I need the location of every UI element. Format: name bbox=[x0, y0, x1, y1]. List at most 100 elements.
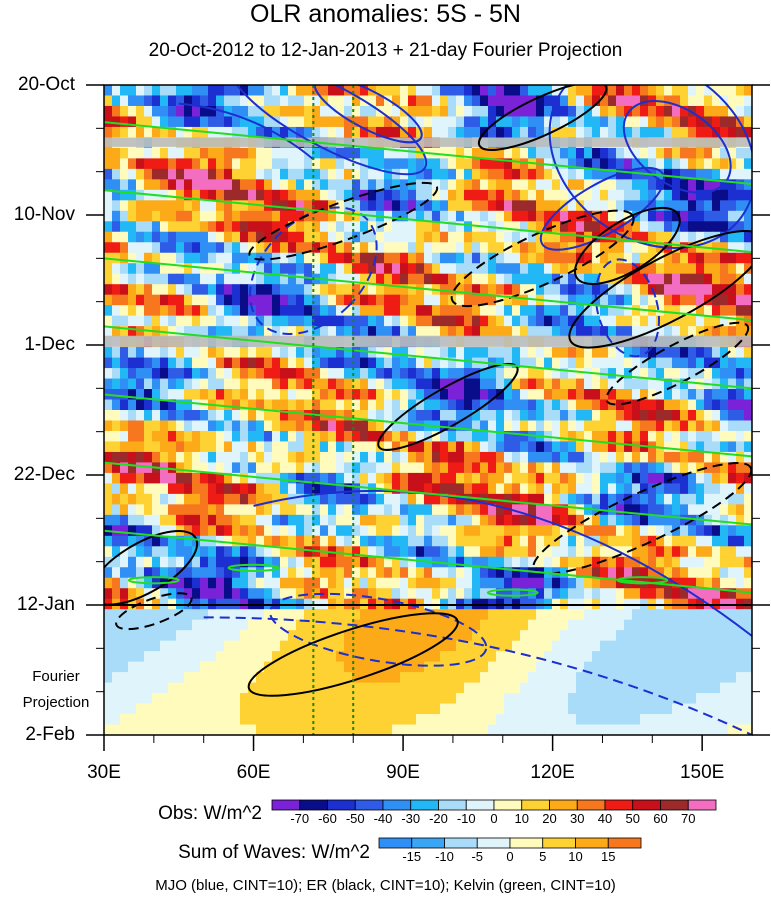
field-cell bbox=[624, 420, 633, 432]
field-cell bbox=[528, 462, 537, 474]
field-cell bbox=[560, 504, 569, 516]
field-cell bbox=[128, 630, 137, 642]
field-cell bbox=[648, 200, 657, 212]
field-cell bbox=[448, 399, 457, 411]
field-cell bbox=[472, 85, 481, 97]
field-cell bbox=[344, 567, 353, 579]
field-cell bbox=[360, 609, 369, 621]
field-cell bbox=[632, 389, 641, 401]
field-cell bbox=[224, 116, 233, 128]
field-cell bbox=[616, 294, 625, 306]
field-cell bbox=[624, 147, 633, 159]
field-cell bbox=[704, 252, 713, 264]
field-cell bbox=[712, 630, 721, 642]
field-cell bbox=[336, 483, 345, 495]
field-cell bbox=[416, 221, 425, 233]
field-cell bbox=[624, 514, 633, 526]
field-cell bbox=[544, 210, 553, 222]
field-cell bbox=[624, 116, 633, 128]
field-cell bbox=[328, 294, 337, 306]
field-cell bbox=[256, 577, 265, 589]
field-cell bbox=[616, 357, 625, 369]
field-cell bbox=[208, 252, 217, 264]
field-cell bbox=[360, 588, 369, 600]
field-cell bbox=[104, 189, 113, 201]
field-cell bbox=[200, 672, 209, 684]
field-cell bbox=[352, 200, 361, 212]
field-cell bbox=[512, 326, 521, 338]
field-cell bbox=[400, 126, 409, 139]
field-cell bbox=[512, 179, 521, 191]
field-cell bbox=[232, 441, 241, 453]
field-cell bbox=[312, 483, 321, 495]
field-cell bbox=[320, 116, 329, 128]
field-cell bbox=[456, 116, 465, 128]
field-cell bbox=[264, 420, 273, 432]
field-cell bbox=[464, 147, 473, 159]
field-cell bbox=[160, 630, 169, 642]
field-cell bbox=[616, 252, 625, 264]
field-cell bbox=[640, 472, 649, 484]
field-cell bbox=[248, 630, 257, 642]
field-cell bbox=[664, 231, 673, 243]
field-cell bbox=[720, 525, 729, 537]
field-cell bbox=[728, 126, 737, 139]
field-cell bbox=[728, 714, 737, 726]
field-cell bbox=[432, 430, 441, 443]
field-cell bbox=[640, 389, 649, 401]
field-cell bbox=[344, 368, 353, 380]
field-cell bbox=[544, 451, 553, 464]
field-cell bbox=[352, 609, 361, 621]
field-cell bbox=[272, 556, 281, 568]
field-cell bbox=[744, 514, 752, 526]
field-cell bbox=[600, 588, 609, 600]
field-cell bbox=[336, 179, 345, 191]
field-cell bbox=[576, 441, 585, 453]
field-cell bbox=[656, 368, 665, 380]
field-cell bbox=[552, 535, 561, 547]
field-cell bbox=[176, 619, 185, 631]
field-cell bbox=[584, 221, 593, 233]
field-cell bbox=[656, 284, 665, 296]
field-cell bbox=[536, 189, 545, 201]
field-cell bbox=[584, 672, 593, 684]
field-cell bbox=[560, 462, 569, 474]
field-cell bbox=[704, 158, 713, 170]
field-cell bbox=[432, 189, 441, 201]
field-cell bbox=[360, 378, 369, 390]
field-cell bbox=[744, 493, 752, 505]
field-cell bbox=[640, 525, 649, 537]
field-cell bbox=[416, 588, 425, 600]
field-cell bbox=[600, 200, 609, 212]
field-cell bbox=[224, 493, 233, 505]
field-cell bbox=[528, 714, 537, 726]
field-cell bbox=[392, 389, 401, 401]
field-cell bbox=[216, 703, 225, 715]
field-cell bbox=[144, 231, 153, 243]
field-cell bbox=[664, 305, 673, 317]
field-cell bbox=[648, 85, 657, 97]
field-cell bbox=[112, 221, 121, 233]
field-cell bbox=[552, 672, 561, 684]
field-cell bbox=[728, 252, 737, 264]
field-cell bbox=[608, 577, 617, 589]
field-cell bbox=[168, 315, 177, 327]
field-cell bbox=[600, 294, 609, 306]
field-cell bbox=[384, 714, 393, 726]
field-cell bbox=[440, 242, 449, 254]
field-cell bbox=[496, 231, 505, 243]
field-cell bbox=[472, 357, 481, 369]
field-cell bbox=[168, 430, 177, 443]
field-cell bbox=[120, 651, 129, 663]
field-cell bbox=[464, 609, 473, 621]
field-cell bbox=[440, 273, 449, 285]
field-cell bbox=[168, 514, 177, 526]
field-cell bbox=[376, 116, 385, 128]
field-cell bbox=[352, 273, 361, 285]
field-cell bbox=[400, 514, 409, 526]
field-cell bbox=[712, 105, 721, 118]
field-cell bbox=[240, 430, 249, 443]
field-cell bbox=[304, 661, 313, 673]
field-cell bbox=[280, 577, 289, 589]
field-cell bbox=[368, 326, 377, 338]
